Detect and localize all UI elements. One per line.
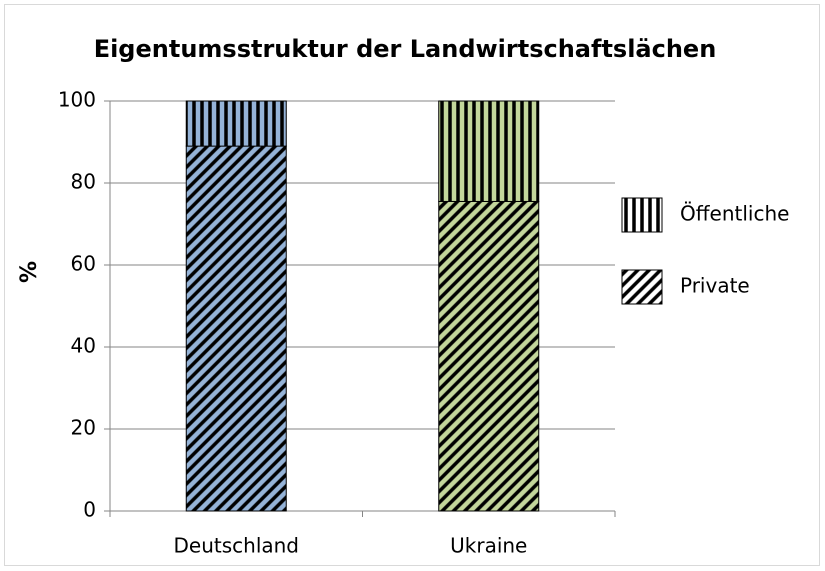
legend-swatch bbox=[621, 197, 663, 233]
bar-segment bbox=[185, 100, 287, 147]
y-tick-label: 60 bbox=[71, 252, 96, 276]
y-tick-label: 20 bbox=[71, 416, 96, 440]
legend-label: Private bbox=[680, 274, 750, 298]
bar-segment bbox=[438, 100, 540, 202]
x-tick-label: Deutschland bbox=[174, 534, 300, 558]
legend-label: Öffentliche bbox=[680, 202, 789, 226]
y-tick-label: 0 bbox=[83, 498, 96, 522]
y-tick-label: 100 bbox=[58, 88, 96, 112]
bar-segment bbox=[438, 200, 540, 512]
legend-swatch bbox=[621, 269, 663, 305]
x-tick-label: Ukraine bbox=[450, 534, 527, 558]
chart-border bbox=[4, 4, 820, 566]
y-axis-label: % bbox=[17, 261, 42, 283]
chart-title: Eigentumsstruktur der Landwirtschaftsläc… bbox=[94, 35, 717, 63]
y-tick-label: 40 bbox=[71, 334, 96, 358]
bar-segment bbox=[185, 145, 287, 512]
y-tick-label: 80 bbox=[71, 170, 96, 194]
